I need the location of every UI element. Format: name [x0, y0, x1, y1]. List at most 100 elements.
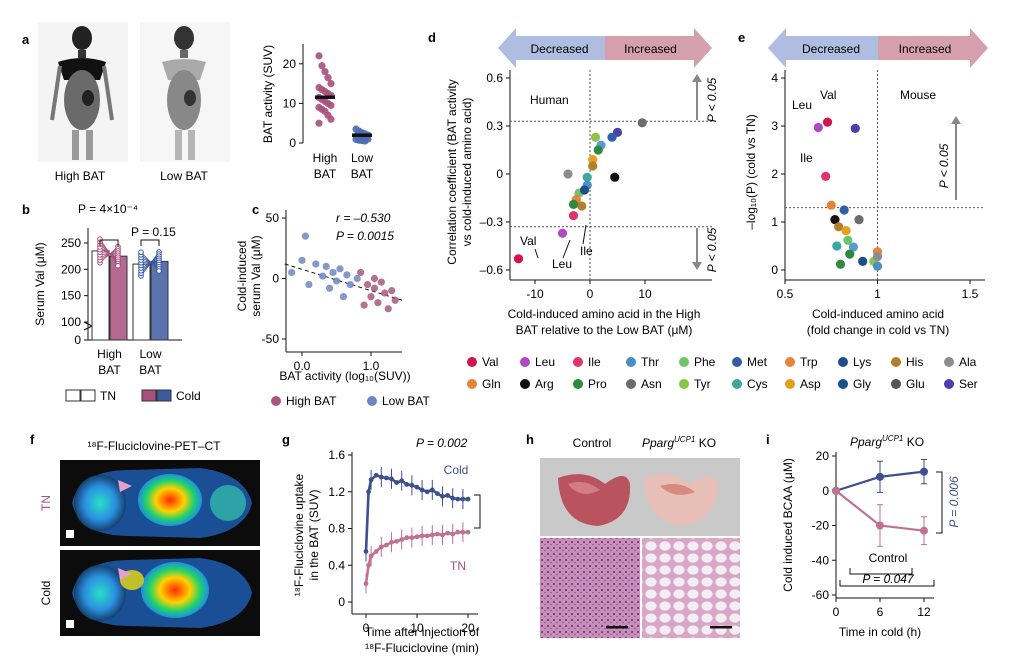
- data-point: [588, 161, 598, 171]
- y-tick-label: 3: [771, 119, 778, 133]
- cohort-label: Mouse: [900, 88, 936, 102]
- p-value: P = 0.006: [947, 476, 961, 528]
- legend-label: Leu: [535, 355, 555, 369]
- panel-letter-i: i: [766, 432, 770, 447]
- data-point: [384, 475, 389, 481]
- x-axis-title: BAT relative to the Low BAT (μM): [516, 323, 693, 337]
- h-label-ko: PpargUCP1 KO: [642, 435, 716, 450]
- data-point: [319, 272, 327, 280]
- legend-swatch-tn: [65, 389, 81, 402]
- legend-label: Trp: [800, 355, 818, 369]
- sig-arrow-head: [951, 116, 961, 124]
- data-point: [332, 277, 341, 285]
- arrow-label: Increased: [624, 42, 677, 56]
- series-label: Cold: [444, 463, 469, 477]
- label-leader: [534, 248, 539, 259]
- row-label-cold: Cold: [39, 581, 53, 606]
- x-axis-title: Cold-induced amino acid in the High: [508, 307, 701, 321]
- y-axis-title: BAT activity (SUV): [261, 45, 275, 143]
- y-tick-label: 0.3: [486, 119, 503, 133]
- data-point: [399, 478, 405, 484]
- data-point: [588, 155, 598, 165]
- legend-label: Cys: [747, 377, 768, 391]
- p-value: P = 0.0015: [336, 229, 394, 243]
- label-leader: [562, 239, 571, 259]
- data-point: [465, 496, 471, 502]
- panel-letter-g: g: [282, 432, 290, 447]
- data-point: [858, 256, 868, 266]
- data-point: [353, 274, 361, 283]
- chart-b-serum-val: 0 100 150 200 250 Serum Val (μM) High BAT Low BAT…: [33, 202, 201, 403]
- data-point: [367, 293, 375, 301]
- arrow-label: Increased: [899, 42, 952, 56]
- point-label: Leu: [792, 98, 812, 112]
- significance-bracket: [99, 239, 119, 246]
- data-point: [435, 531, 440, 537]
- legend-marker: [944, 379, 954, 389]
- x-tick-label: 1: [874, 287, 881, 301]
- pet-ct-title: ¹⁸F-Fluciclovine-PET–CT: [87, 439, 221, 453]
- data-point: [305, 280, 313, 289]
- x-axis-title: (fold change in cold vs TN): [807, 323, 950, 337]
- y-tick-label: 0.6: [486, 71, 503, 85]
- data-point: [322, 262, 330, 270]
- data-point: [315, 52, 323, 60]
- data-point: [424, 533, 430, 539]
- data-point: [346, 280, 354, 289]
- arrow-label: Decreased: [802, 42, 860, 56]
- chart-c-correlation: 50 0 -50 0.0 1.0 Cold-induced serum Val (μM) BA…: [235, 210, 430, 408]
- y-tick-label: 0: [272, 272, 279, 286]
- data-point: [370, 274, 379, 283]
- y-tick-label: 200: [61, 262, 81, 276]
- data-point: [366, 562, 371, 568]
- point-label: Val: [520, 234, 536, 248]
- image-label-low-bat: Low BAT: [160, 169, 208, 183]
- x-axis-title: Time in cold (h): [839, 625, 921, 639]
- y-axis-title: in the BAT (SUV): [307, 490, 321, 581]
- data-point: [839, 205, 849, 215]
- legend-marker: [944, 357, 954, 367]
- data-point: [366, 489, 371, 495]
- y-tick-label: 1.2: [328, 485, 345, 499]
- legend-marker: [785, 357, 795, 367]
- y-axis-title: vs cold-induced amino acid): [460, 98, 474, 247]
- data-point: [394, 538, 399, 544]
- r-value: r = –0.530: [336, 211, 391, 225]
- legend-label: Ser: [959, 377, 978, 391]
- data-point: [329, 268, 337, 277]
- data-point: [832, 241, 842, 251]
- data-point: [822, 117, 833, 127]
- data-point: [301, 232, 310, 240]
- data-point: [445, 493, 450, 498]
- chart-g-uptake: 0 0.4 0.8 1.2 1.6 0 10 20 ¹⁸F-Fluciclovine uptak…: [292, 436, 481, 655]
- data-point: [339, 293, 347, 301]
- legend-marker: [679, 357, 689, 367]
- y-tick-label: -50: [262, 332, 280, 346]
- data-point: [440, 532, 445, 538]
- data-point: [557, 228, 568, 238]
- data-point: [373, 549, 379, 554]
- data-point: [377, 278, 385, 286]
- histology-control: [540, 538, 640, 638]
- legend-marker: [467, 379, 477, 389]
- category-label: BAT: [314, 167, 337, 181]
- data-point: [370, 284, 379, 292]
- sig-arrow-head: [692, 262, 702, 270]
- category-label: BAT: [351, 167, 374, 181]
- series-line: [364, 530, 468, 584]
- x-tick-label: 10: [638, 287, 652, 301]
- paired-line: [99, 238, 119, 266]
- y-axis-title: ¹⁸F-Fluciclovine uptake: [292, 473, 306, 596]
- data-point: [450, 495, 456, 501]
- data-point: [593, 145, 603, 155]
- legend-swatch-cold: [141, 389, 157, 402]
- p-value: P = 0.047: [862, 572, 915, 586]
- data-point: [381, 289, 389, 297]
- data-point: [563, 169, 573, 179]
- legend-marker: [679, 379, 689, 389]
- data-point: [384, 542, 389, 548]
- y-tick-label: 50: [266, 211, 280, 225]
- x-axis-title: Cold-induced amino acid: [812, 307, 944, 321]
- legend-marker: [732, 379, 742, 389]
- data-point: [419, 487, 425, 493]
